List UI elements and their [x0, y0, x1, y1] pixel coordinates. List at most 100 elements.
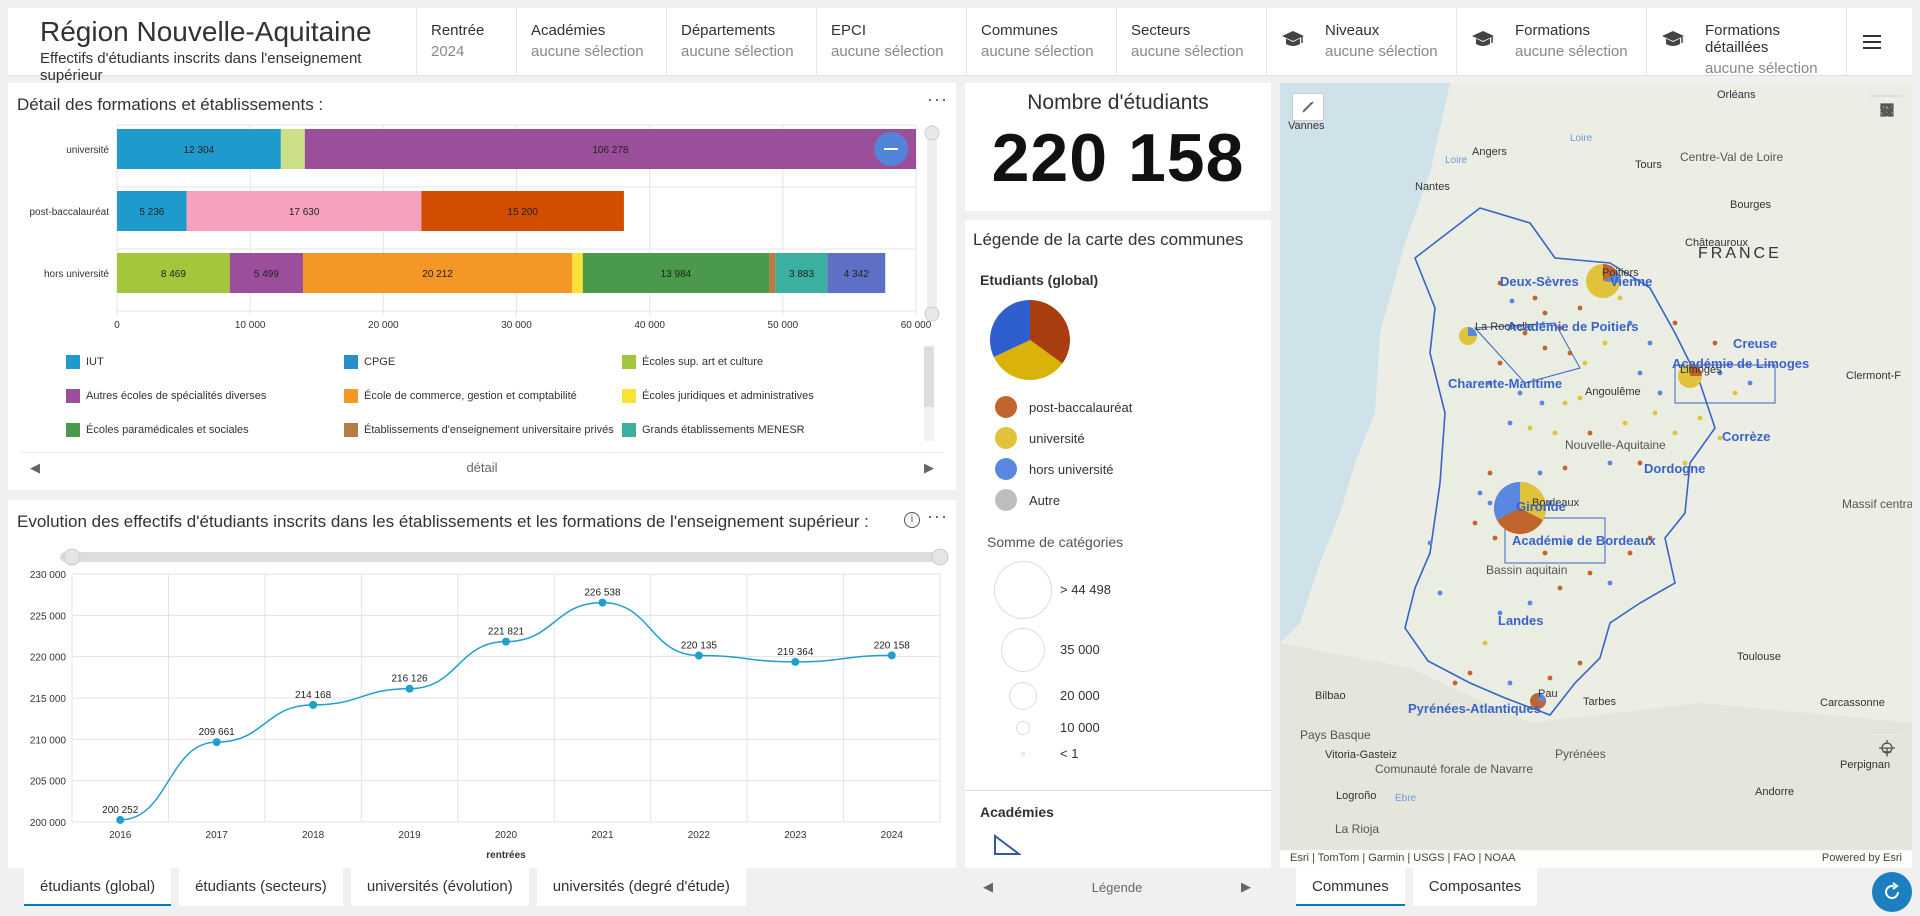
map-panel[interactable]: Vannes Angers Tours Orléans Centre-Val de Lo…: [1280, 83, 1912, 868]
commune-dot[interactable]: [1682, 460, 1688, 466]
refresh-button[interactable]: [1872, 872, 1912, 912]
commune-dot[interactable]: [1427, 540, 1433, 546]
zoom-out-button[interactable]: −: [1871, 734, 1903, 762]
map-canvas[interactable]: Vannes Angers Tours Orléans Centre-Val de Lo…: [1280, 83, 1912, 853]
collapse-bar-button[interactable]: [874, 132, 908, 166]
line-range-slider[interactable]: [60, 552, 948, 562]
tab-tabs_left-1[interactable]: étudiants (secteurs): [179, 868, 343, 906]
legend-next-icon[interactable]: ▶: [1241, 879, 1251, 894]
bar-legend-item[interactable]: Écoles paramédicales et sociales: [66, 423, 249, 437]
commune-dot[interactable]: [1547, 500, 1553, 506]
pie-marker-bordeaux[interactable]: [1494, 482, 1546, 534]
commune-dot[interactable]: [1517, 390, 1523, 396]
tab-tabs_map-0[interactable]: Communes: [1296, 868, 1405, 906]
bar-legend-item[interactable]: Écoles sup. art et culture: [622, 355, 763, 369]
commune-dot[interactable]: [1542, 310, 1548, 316]
commune-dot[interactable]: [1672, 430, 1678, 436]
line-point[interactable]: [694, 651, 703, 660]
map-basemap-button[interactable]: [1871, 96, 1903, 124]
commune-dot[interactable]: [1587, 570, 1593, 576]
bar-segment[interactable]: [827, 253, 886, 293]
bar-legend-item[interactable]: Établissements d'enseignement universita…: [344, 423, 614, 437]
tab-tabs_left-0[interactable]: étudiants (global): [24, 868, 172, 906]
bar-segment[interactable]: [304, 129, 917, 169]
commune-dot[interactable]: [1542, 345, 1548, 351]
commune-dot[interactable]: [1552, 430, 1558, 436]
detail-prev-icon[interactable]: ◀: [30, 459, 40, 475]
map-layers-button[interactable]: [1871, 96, 1903, 124]
commune-markers[interactable]: [1427, 280, 1753, 686]
commune-dot[interactable]: [1539, 400, 1545, 406]
range-handle-left[interactable]: [63, 548, 81, 566]
selector-4[interactable]: Communes aucune sélection: [966, 8, 1116, 76]
detail-next-icon[interactable]: ▶: [923, 459, 934, 475]
commune-dot[interactable]: [1557, 325, 1563, 331]
commune-dot[interactable]: [1547, 675, 1553, 681]
selector-5[interactable]: Secteurs aucune sélection: [1116, 8, 1266, 76]
commune-dot[interactable]: [1452, 680, 1458, 686]
legend-scroll-thumb[interactable]: [924, 347, 934, 407]
menu-button[interactable]: [1846, 8, 1896, 75]
bar-segment[interactable]: [572, 253, 583, 293]
bar-legend-item[interactable]: IUT: [66, 355, 104, 369]
selector-7[interactable]: Formations aucune sélection: [1456, 8, 1646, 76]
line-point[interactable]: [212, 738, 221, 747]
commune-dot[interactable]: [1542, 550, 1548, 556]
bar-segment[interactable]: [117, 253, 230, 293]
commune-dot[interactable]: [1712, 340, 1718, 346]
bar-legend-item[interactable]: Grands établissements MENESR: [622, 423, 805, 437]
legend-prev-icon[interactable]: ◀: [983, 879, 993, 894]
commune-dot[interactable]: [1532, 295, 1538, 301]
bar-legend-item[interactable]: CPGE: [344, 355, 395, 369]
commune-dot[interactable]: [1567, 350, 1573, 356]
commune-dot[interactable]: [1527, 425, 1533, 431]
line-point[interactable]: [502, 637, 510, 646]
commune-dot[interactable]: [1497, 610, 1503, 616]
selector-8[interactable]: Formations détaillées aucune sélection: [1646, 8, 1846, 77]
commune-dot[interactable]: [1509, 298, 1515, 304]
commune-dot[interactable]: [1602, 340, 1608, 346]
measure-tool-button[interactable]: [1292, 93, 1324, 121]
commune-dot[interactable]: [1607, 460, 1613, 466]
commune-dot[interactable]: [1487, 470, 1493, 476]
commune-dot[interactable]: [1482, 640, 1488, 646]
legend-scroll-track[interactable]: [924, 345, 934, 441]
detail-more-button[interactable]: ···: [927, 89, 948, 109]
commune-dot[interactable]: [1627, 320, 1633, 326]
selector-3[interactable]: EPCI aucune sélection: [816, 8, 966, 76]
commune-dot[interactable]: [1617, 295, 1623, 301]
commune-dot[interactable]: [1527, 600, 1533, 606]
pie-marker-pau[interactable]: [1530, 693, 1546, 709]
commune-dot[interactable]: [1577, 395, 1583, 401]
commune-dot[interactable]: [1607, 580, 1613, 586]
commune-dot[interactable]: [1672, 320, 1678, 326]
bar-segment[interactable]: [280, 129, 305, 169]
commune-dot[interactable]: [1647, 340, 1653, 346]
commune-dot[interactable]: [1587, 430, 1593, 436]
commune-dot[interactable]: [1577, 305, 1583, 311]
line-point[interactable]: [309, 700, 318, 709]
range-handle-right[interactable]: [931, 548, 949, 566]
commune-dot[interactable]: [1437, 590, 1443, 596]
bar-segment[interactable]: [117, 129, 281, 169]
bar-scroll-track[interactable]: [927, 125, 937, 320]
commune-dot[interactable]: [1627, 550, 1633, 556]
commune-dot[interactable]: [1467, 670, 1473, 676]
pie-marker-limoges[interactable]: [1678, 364, 1702, 388]
line-point[interactable]: [116, 815, 125, 824]
commune-dot[interactable]: [1507, 680, 1513, 686]
commune-dot[interactable]: [1582, 360, 1588, 366]
commune-dot[interactable]: [1497, 360, 1503, 366]
line-point[interactable]: [598, 598, 607, 607]
commune-dot[interactable]: [1622, 420, 1628, 426]
bar-legend-item[interactable]: École de commerce, gestion et comptabili…: [344, 389, 577, 403]
commune-dot[interactable]: [1477, 490, 1483, 496]
commune-dot[interactable]: [1652, 410, 1658, 416]
bar-segment[interactable]: [303, 253, 573, 293]
map-expand-button[interactable]: «: [1871, 96, 1903, 124]
commune-dot[interactable]: [1732, 390, 1738, 396]
pie-marker-la-rochelle[interactable]: [1459, 327, 1477, 345]
bar-legend-item[interactable]: Écoles juridiques et administratives: [622, 389, 814, 403]
selector-1[interactable]: Académies aucune sélection: [516, 8, 666, 76]
commune-dot[interactable]: [1717, 370, 1723, 376]
